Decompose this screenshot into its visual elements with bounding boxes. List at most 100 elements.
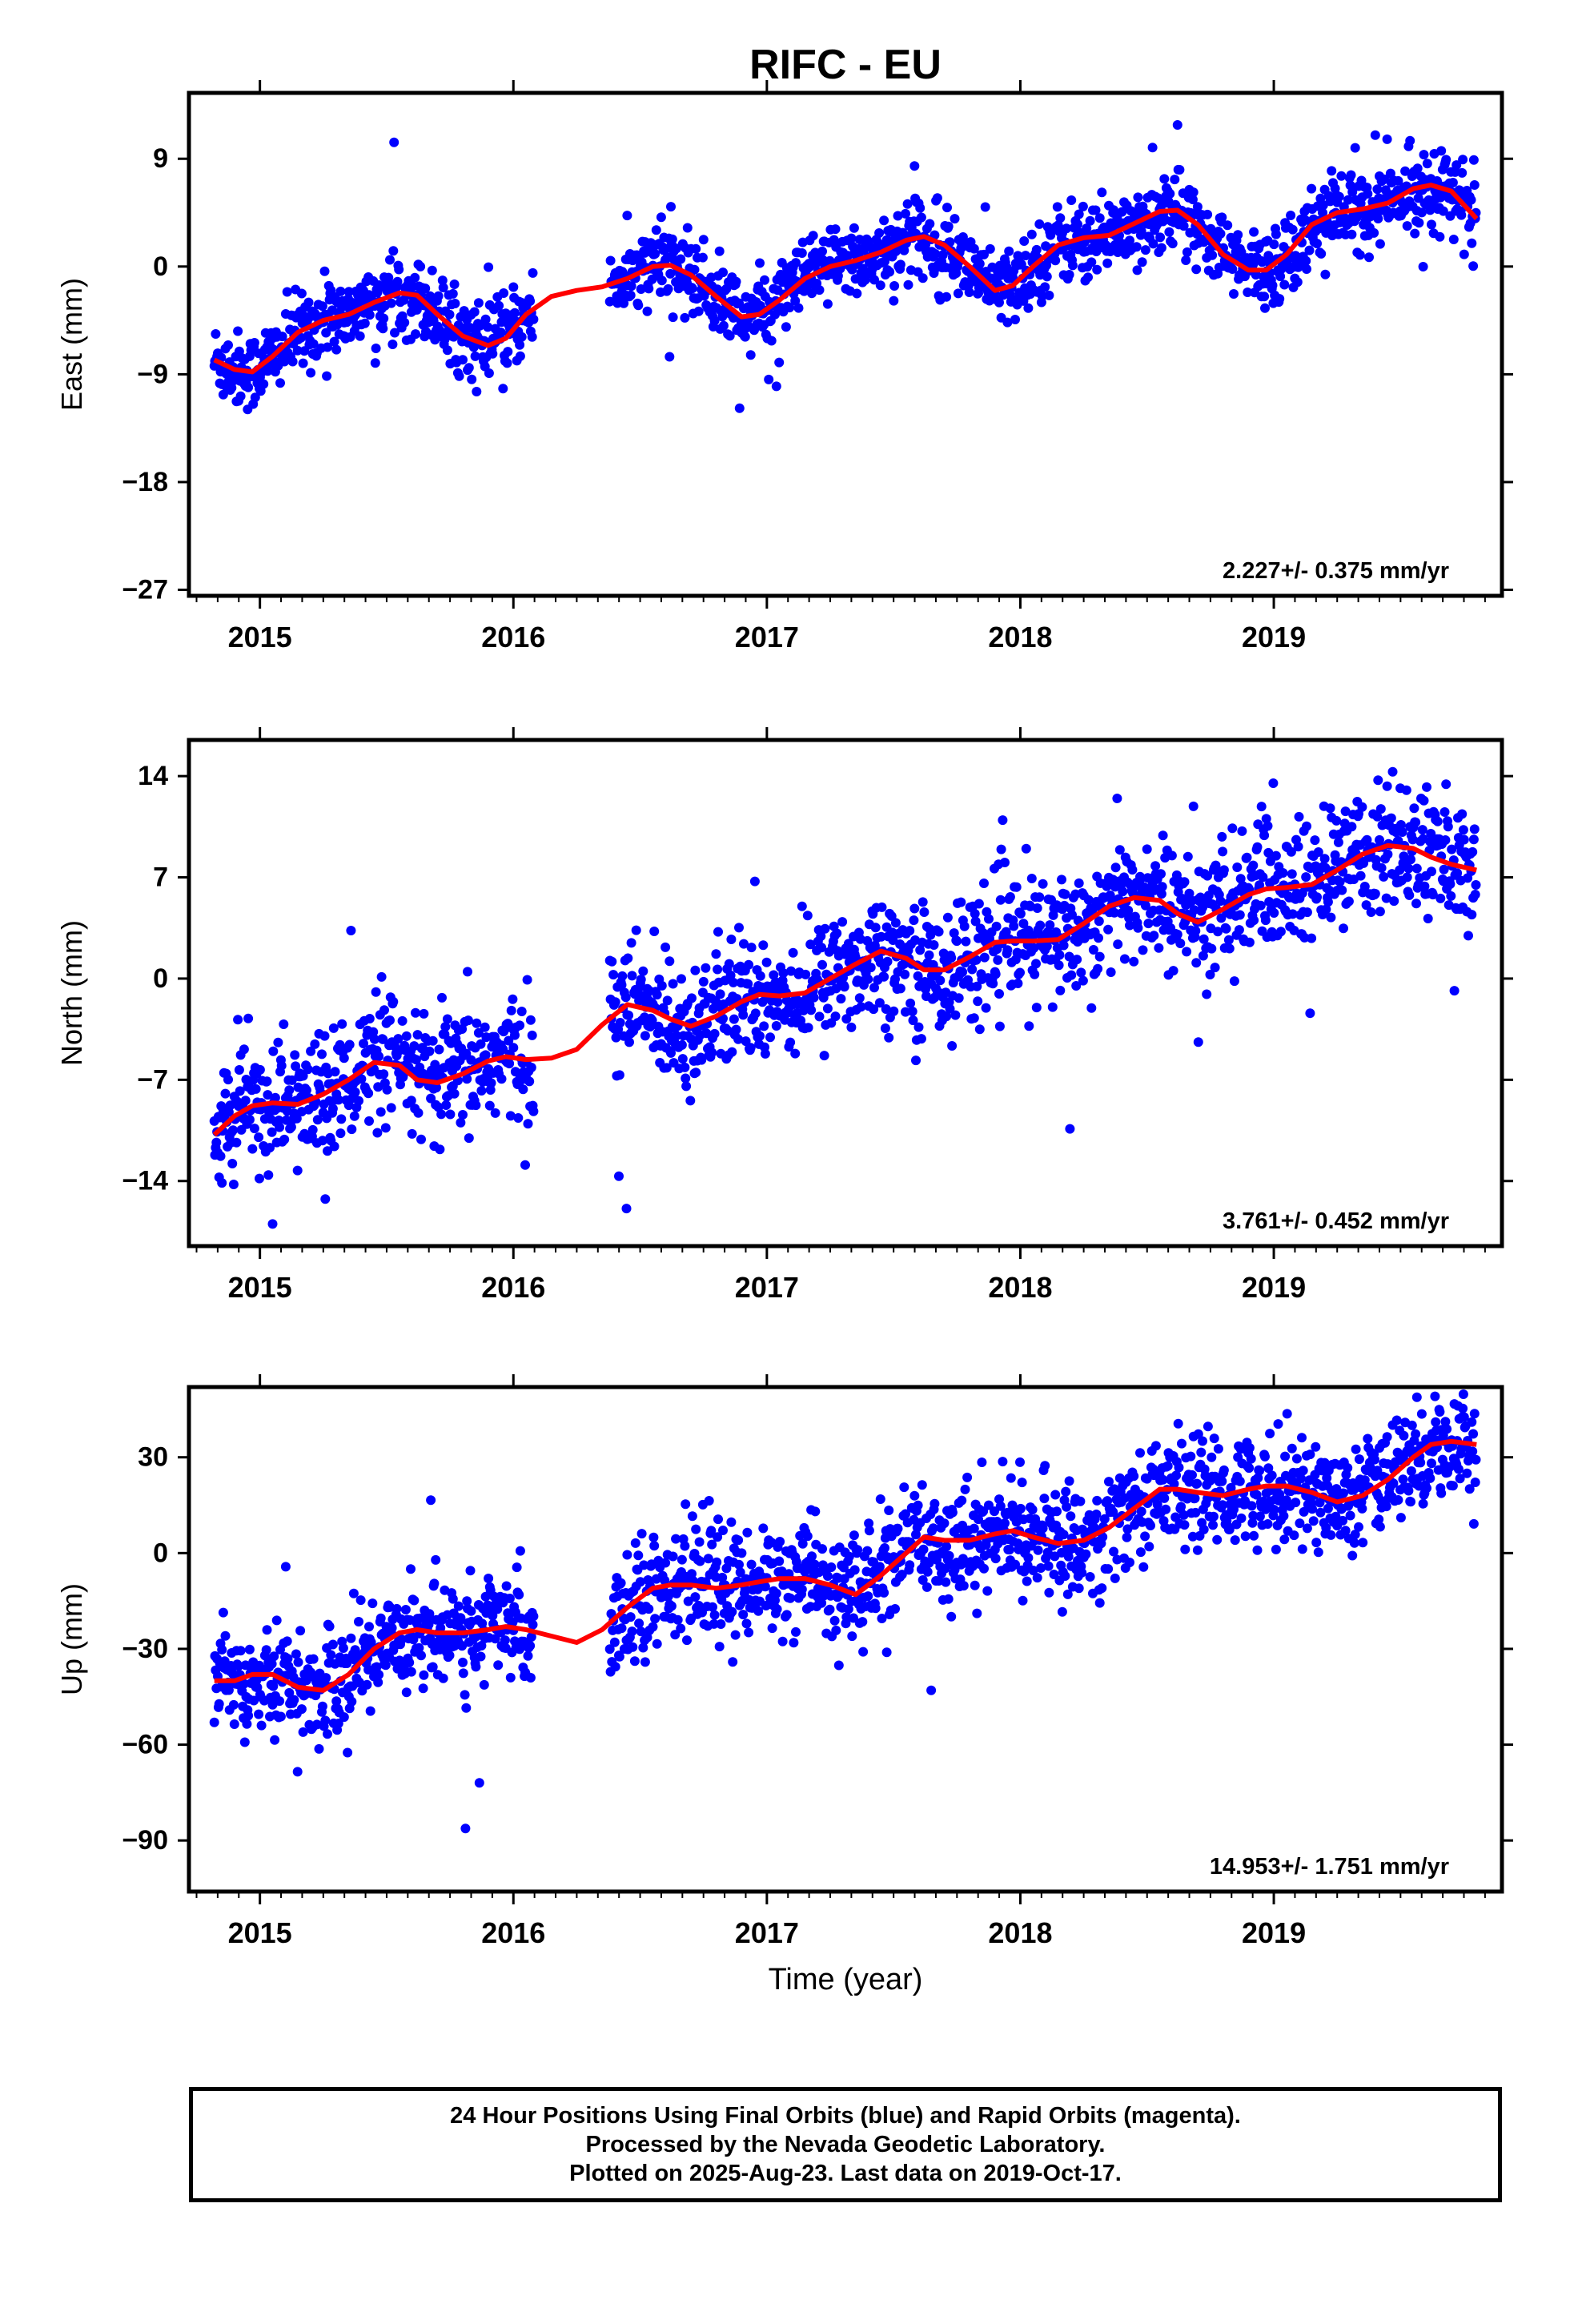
east-xtick-label: 2015 [228,621,292,653]
east-point [1109,205,1118,215]
up-point [474,1778,484,1788]
north-point [1375,834,1384,845]
east-point [622,211,632,221]
up-point [275,1696,285,1707]
north-point [1411,863,1422,874]
east-point [668,312,678,323]
north-point [1320,862,1331,873]
up-point [1032,1573,1042,1583]
up-point [810,1506,821,1517]
north-point [330,1067,340,1077]
east-point [1400,166,1411,176]
up-point [314,1743,324,1754]
east-point [1271,229,1281,239]
up-point [741,1618,752,1629]
up-point [737,1548,747,1558]
north-point [1179,877,1190,887]
north-point [822,1003,833,1014]
up-point [301,1675,311,1686]
north-point [1468,834,1479,845]
up-point [899,1482,909,1493]
north-point [466,1055,476,1065]
up-point [1062,1502,1072,1512]
up-point [777,1636,788,1647]
up-point [880,1543,889,1553]
east-point [666,202,676,212]
north-point [946,953,957,963]
north-point [1038,879,1048,889]
north-point [677,974,686,984]
up-point [813,1567,824,1578]
east-point [1269,239,1279,250]
north-point [243,1013,254,1023]
north-point [1217,831,1227,842]
east-ylabel: East (mm) [55,278,88,411]
north-point [1237,826,1247,836]
east-point [227,383,237,393]
north-point [1094,916,1104,927]
up-point [995,1501,1006,1511]
north-point [691,1068,701,1078]
north-point [610,997,620,1007]
up-daily-points [209,1389,1481,1834]
up-point [354,1617,363,1626]
east-point [774,357,785,368]
north-point [913,1022,924,1032]
up-point [730,1630,741,1640]
east-point [817,246,827,256]
up-point [525,1641,536,1651]
north-point [1252,842,1263,852]
north-point [1198,903,1207,913]
east-point [484,368,494,378]
north-point [510,1030,520,1040]
up-point [901,1509,910,1519]
east-point [1156,243,1166,253]
up-point [707,1539,717,1550]
north-point [1294,811,1304,822]
up-point [424,1619,434,1630]
up-point [1162,1461,1173,1471]
north-point [850,952,861,963]
north-point [698,976,709,987]
north-point [749,876,760,887]
east-point [528,267,538,278]
east-point [296,288,307,299]
north-point [486,1078,496,1088]
north-point [1383,849,1393,859]
up-point [528,1611,539,1622]
east-point [846,233,857,243]
up-point [220,1630,231,1641]
north-point [697,1055,707,1065]
north-point [797,901,807,911]
up-point [1192,1545,1203,1555]
north-point [1470,890,1480,899]
east-point [1316,248,1327,259]
north-point [1191,926,1201,936]
north-xtick-label: 2018 [988,1271,1052,1304]
north-point [947,1041,958,1051]
up-point [505,1672,516,1683]
north-point [1127,865,1138,875]
up-point [638,1642,648,1653]
north-model-layer [212,842,1477,1137]
north-point [978,928,989,938]
north-point [401,1031,412,1041]
east-point [1217,212,1227,223]
up-point [1023,1553,1034,1563]
north-point [882,956,893,967]
up-point [375,1613,386,1623]
north-point [723,1026,733,1036]
up-point [825,1604,835,1614]
east-point [1363,189,1373,199]
east-point [979,249,989,259]
up-point [691,1524,701,1534]
north-point [1242,852,1252,862]
up-point [1190,1494,1200,1503]
east-point [1040,282,1050,292]
up-point [758,1523,769,1534]
up-point [267,1659,277,1669]
up-point [897,1570,907,1580]
up-point [476,1651,486,1662]
up-point [676,1623,686,1634]
north-point [473,1027,484,1038]
